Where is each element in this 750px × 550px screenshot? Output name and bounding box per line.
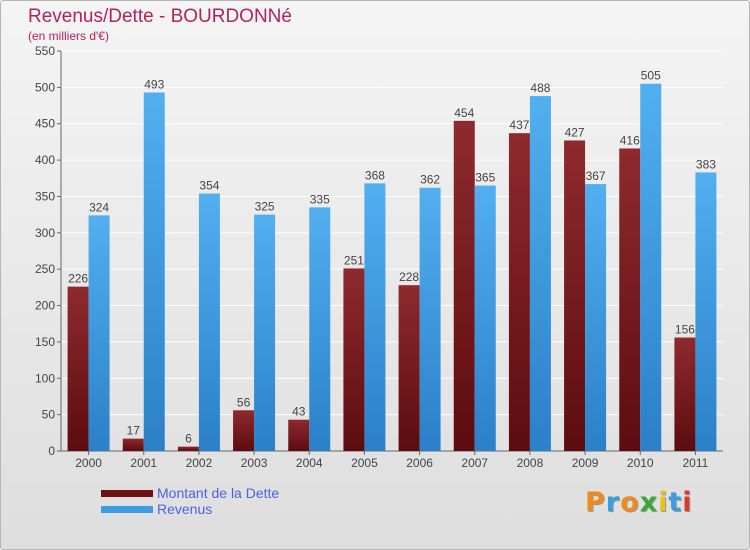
y-tick-label: 550 bbox=[35, 44, 55, 58]
x-tick-label: 2003 bbox=[241, 456, 268, 470]
chart-title: Revenus/Dette - BOURDONNé bbox=[28, 6, 292, 27]
data-label-revenus: 325 bbox=[255, 200, 275, 214]
y-tick-label: 200 bbox=[35, 299, 55, 313]
logo-letter: i bbox=[682, 487, 693, 518]
logo-letter: P bbox=[585, 487, 606, 518]
data-label-dette: 226 bbox=[68, 272, 88, 286]
bar-dette bbox=[67, 286, 89, 451]
legend-label-dette: Montant de la Dette bbox=[157, 485, 280, 501]
bar-revenus bbox=[695, 172, 717, 452]
data-label-dette: 6 bbox=[185, 432, 192, 446]
bar-dette bbox=[177, 446, 199, 451]
x-tick-label: 2009 bbox=[572, 456, 599, 470]
data-label-dette: 156 bbox=[675, 323, 695, 337]
bar-revenus bbox=[88, 215, 110, 451]
bar-revenus bbox=[254, 214, 276, 451]
bar-revenus bbox=[309, 207, 331, 451]
y-tick-label: 400 bbox=[35, 153, 55, 167]
logo-letter: i bbox=[658, 487, 669, 518]
x-tick-label: 2004 bbox=[296, 456, 323, 470]
axes bbox=[57, 50, 723, 455]
data-label-dette: 251 bbox=[344, 253, 364, 267]
data-label-revenus: 493 bbox=[144, 77, 164, 91]
data-label-dette: 56 bbox=[237, 395, 251, 409]
data-label-revenus: 383 bbox=[696, 157, 716, 171]
bar-revenus bbox=[198, 193, 220, 451]
x-tick-label: 2008 bbox=[517, 456, 544, 470]
data-label-dette: 454 bbox=[454, 106, 474, 120]
logo-letter: t bbox=[668, 487, 683, 518]
legend-swatch-revenus bbox=[101, 505, 153, 513]
bar-dette bbox=[233, 410, 255, 451]
legend-swatch-dette bbox=[101, 489, 153, 497]
bars bbox=[67, 83, 717, 452]
legend-label-revenus: Revenus bbox=[157, 501, 213, 517]
labels: 0 50 100 150 200 250 300 350 400 450 500 550 226 324 2… bbox=[35, 44, 716, 470]
bar-revenus bbox=[529, 96, 551, 451]
bar-dette bbox=[398, 285, 420, 451]
logo-letter: o bbox=[620, 487, 640, 518]
y-tick-label: 450 bbox=[35, 117, 55, 131]
bar-revenus bbox=[585, 184, 607, 451]
data-label-revenus: 505 bbox=[641, 69, 661, 83]
x-tick-label: 2001 bbox=[130, 456, 157, 470]
data-label-revenus: 335 bbox=[310, 192, 330, 206]
data-label-revenus: 367 bbox=[586, 169, 606, 183]
bar-dette bbox=[453, 120, 475, 452]
y-tick-label: 300 bbox=[35, 226, 55, 240]
legend-item-revenus: Revenus bbox=[101, 501, 212, 517]
bar-dette bbox=[343, 268, 365, 451]
chart-subtitle: (en milliers d'€) bbox=[28, 29, 109, 43]
data-label-dette: 43 bbox=[292, 405, 306, 419]
bar-dette bbox=[619, 148, 641, 452]
bar-revenus bbox=[143, 92, 165, 452]
data-label-dette: 437 bbox=[509, 118, 529, 132]
data-label-revenus: 354 bbox=[199, 179, 219, 193]
x-tick-label: 2011 bbox=[683, 456, 709, 470]
y-tick-label: 0 bbox=[48, 444, 55, 458]
bar-revenus bbox=[419, 187, 441, 451]
x-tick-label: 2000 bbox=[75, 456, 102, 470]
x-tick-label: 2007 bbox=[461, 456, 488, 470]
bar-dette bbox=[674, 337, 696, 451]
data-label-revenus: 365 bbox=[475, 171, 495, 185]
bar-revenus bbox=[364, 183, 386, 451]
x-tick-label: 2005 bbox=[351, 456, 378, 470]
data-label-dette: 228 bbox=[399, 270, 419, 284]
bar-dette bbox=[564, 140, 586, 452]
bar-dette bbox=[122, 438, 144, 451]
y-tick-label: 150 bbox=[35, 335, 55, 349]
y-tick-label: 50 bbox=[42, 408, 56, 422]
data-label-revenus: 324 bbox=[89, 200, 109, 214]
x-tick-label: 2010 bbox=[627, 456, 654, 470]
data-label-revenus: 488 bbox=[530, 81, 550, 95]
data-label-dette: 17 bbox=[127, 424, 141, 438]
bar-revenus bbox=[474, 185, 496, 451]
bar-dette bbox=[508, 133, 530, 451]
y-tick-label: 250 bbox=[35, 262, 55, 276]
legend-item-dette: Montant de la Dette bbox=[101, 485, 279, 501]
x-tick-label: 2006 bbox=[406, 456, 433, 470]
logo-letter: r bbox=[605, 487, 621, 518]
bar-revenus bbox=[640, 83, 662, 452]
proxiti-logo: Proxiti bbox=[585, 487, 693, 518]
x-tick-label: 2002 bbox=[186, 456, 213, 470]
y-tick-label: 500 bbox=[35, 80, 55, 94]
data-label-dette: 416 bbox=[620, 133, 640, 147]
data-label-dette: 427 bbox=[565, 125, 585, 139]
logo-letter: x bbox=[639, 487, 659, 518]
y-tick-label: 350 bbox=[35, 189, 55, 203]
grid-lines bbox=[61, 50, 723, 416]
data-label-revenus: 362 bbox=[420, 173, 440, 187]
bar-dette bbox=[288, 419, 310, 451]
data-label-revenus: 368 bbox=[365, 168, 385, 182]
y-tick-label: 100 bbox=[35, 371, 55, 385]
